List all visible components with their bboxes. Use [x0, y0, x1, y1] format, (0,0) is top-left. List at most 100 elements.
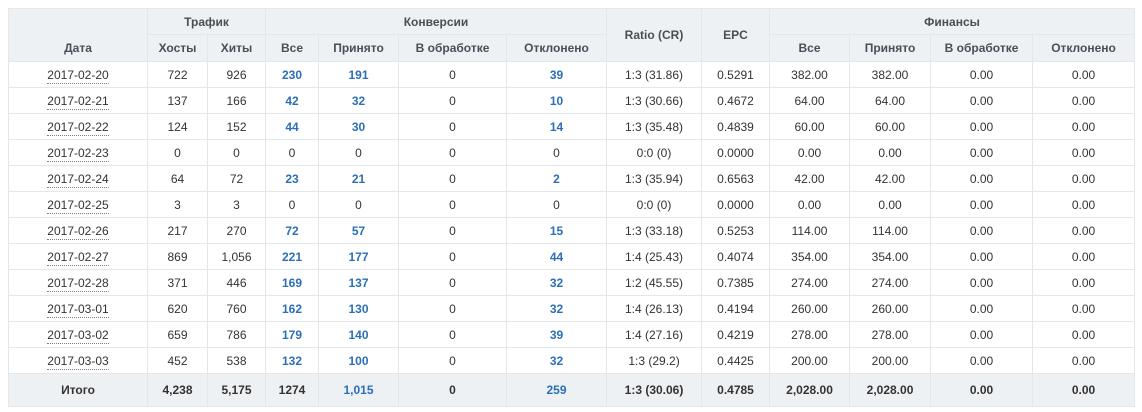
row-conv-accepted[interactable]: 21	[318, 165, 400, 192]
table-row: 2017-02-21 137 166 42 32 0 10 1:3 (30.66) 0.4672…	[8, 87, 1136, 114]
date-link[interactable]: 2017-03-01	[47, 301, 109, 318]
date-link[interactable]: 2017-03-03	[47, 353, 109, 370]
row-fin-all: 0.00	[769, 191, 851, 218]
table-footer: Итого 4,238 5,175 1274 1,015 0 259 1:3 (…	[8, 373, 1136, 407]
date-link[interactable]: 2017-02-25	[47, 197, 109, 214]
row-date: 2017-02-26	[8, 217, 148, 244]
row-date: 2017-02-27	[8, 243, 148, 270]
row-hits: 152	[206, 113, 267, 140]
row-ratio: 0:0 (0)	[606, 139, 703, 166]
date-link[interactable]: 2017-02-21	[47, 93, 109, 110]
row-conv-all[interactable]: 169	[265, 269, 320, 296]
row-conv-rejected[interactable]: 10	[506, 87, 608, 114]
row-conv-rejected[interactable]: 32	[506, 269, 608, 296]
row-fin-accepted: 60.00	[849, 113, 932, 140]
row-conv-processing: 0	[398, 165, 508, 192]
row-epc: 0.0000	[701, 191, 771, 218]
row-conv-all[interactable]: 221	[265, 243, 320, 270]
row-fin-accepted: 0.00	[849, 191, 932, 218]
row-ratio: 1:2 (45.55)	[606, 269, 703, 296]
row-conv-all[interactable]: 42	[265, 87, 320, 114]
row-conv-accepted[interactable]: 191	[318, 61, 400, 88]
table-row: 2017-02-26 217 270 72 57 0 15 1:3 (33.18) 0.5253…	[8, 217, 1136, 244]
table-row: 2017-03-01 620 760 162 130 0 32 1:4 (26.13) 0.41…	[8, 295, 1136, 322]
total-conv-accepted[interactable]: 1,015	[318, 373, 400, 407]
row-conv-all[interactable]: 230	[265, 61, 320, 88]
row-date: 2017-02-23	[8, 139, 148, 166]
header-ratio[interactable]: Ratio (CR)	[606, 8, 703, 62]
header-fin-all[interactable]: Все	[769, 34, 851, 62]
row-fin-all: 354.00	[769, 243, 851, 270]
row-conv-all[interactable]: 72	[265, 217, 320, 244]
row-conv-accepted[interactable]: 177	[318, 243, 400, 270]
row-conv-accepted[interactable]: 137	[318, 269, 400, 296]
row-fin-all: 64.00	[769, 87, 851, 114]
date-link[interactable]: 2017-02-28	[47, 275, 109, 292]
row-conv-accepted[interactable]: 57	[318, 217, 400, 244]
total-fin-all: 2,028.00	[769, 373, 851, 407]
total-label: Итого	[8, 373, 148, 407]
header-conv-all[interactable]: Все	[265, 34, 320, 62]
row-conv-rejected[interactable]: 32	[506, 347, 608, 374]
row-conv-accepted[interactable]: 100	[318, 347, 400, 374]
row-conv-all[interactable]: 162	[265, 295, 320, 322]
row-fin-accepted: 382.00	[849, 61, 932, 88]
header-hits[interactable]: Хиты	[206, 34, 267, 62]
header-conv-accepted[interactable]: Принято	[318, 34, 400, 62]
row-epc: 0.7385	[701, 269, 771, 296]
row-conv-accepted[interactable]: 130	[318, 295, 400, 322]
row-conv-all[interactable]: 132	[265, 347, 320, 374]
row-hits: 786	[206, 321, 267, 348]
total-fin-rejected: 0.00	[1032, 373, 1136, 407]
row-conv-all[interactable]: 179	[265, 321, 320, 348]
header-fin-processing[interactable]: В обработке	[930, 34, 1034, 62]
date-link[interactable]: 2017-02-26	[47, 223, 109, 240]
row-hits: 270	[206, 217, 267, 244]
header-fin-rejected[interactable]: Отклонено	[1032, 34, 1136, 62]
row-epc: 0.4219	[701, 321, 771, 348]
row-conv-rejected[interactable]: 39	[506, 321, 608, 348]
date-link[interactable]: 2017-02-23	[47, 145, 109, 162]
row-date: 2017-02-28	[8, 269, 148, 296]
date-link[interactable]: 2017-02-24	[47, 171, 109, 188]
row-fin-processing: 0.00	[930, 61, 1034, 88]
row-conv-rejected[interactable]: 14	[506, 113, 608, 140]
row-conv-rejected[interactable]: 44	[506, 243, 608, 270]
row-fin-accepted: 260.00	[849, 295, 932, 322]
header-conv-processing[interactable]: В обработке	[398, 34, 508, 62]
row-conv-all[interactable]: 23	[265, 165, 320, 192]
row-fin-accepted: 114.00	[849, 217, 932, 244]
header-conv-rejected[interactable]: Отклонено	[506, 34, 608, 62]
row-fin-all: 274.00	[769, 269, 851, 296]
date-link[interactable]: 2017-02-20	[47, 67, 109, 84]
row-hosts: 659	[147, 321, 208, 348]
row-conv-accepted[interactable]: 140	[318, 321, 400, 348]
header-fin-accepted[interactable]: Принято	[849, 34, 932, 62]
header-hosts[interactable]: Хосты	[147, 34, 208, 62]
row-conv-processing: 0	[398, 269, 508, 296]
row-conv-rejected[interactable]: 39	[506, 61, 608, 88]
row-fin-all: 382.00	[769, 61, 851, 88]
row-fin-processing: 0.00	[930, 295, 1034, 322]
date-link[interactable]: 2017-03-02	[47, 327, 109, 344]
row-ratio: 1:4 (26.13)	[606, 295, 703, 322]
row-hits: 0	[206, 139, 267, 166]
row-conv-rejected[interactable]: 32	[506, 295, 608, 322]
row-conv-rejected[interactable]: 15	[506, 217, 608, 244]
row-conv-accepted[interactable]: 30	[318, 113, 400, 140]
date-link[interactable]: 2017-02-22	[47, 119, 109, 136]
row-conv-rejected[interactable]: 2	[506, 165, 608, 192]
row-conv-processing: 0	[398, 243, 508, 270]
row-conv-accepted: 0	[318, 139, 400, 166]
table-row: 2017-02-27 869 1,056 221 177 0 44 1:4 (25.43) 0.…	[8, 243, 1136, 270]
row-ratio: 1:4 (27.16)	[606, 321, 703, 348]
header-epc[interactable]: EPC	[701, 8, 771, 62]
row-date: 2017-03-03	[8, 347, 148, 374]
header-date[interactable]: Дата	[8, 8, 148, 62]
row-epc: 0.0000	[701, 139, 771, 166]
row-conv-accepted[interactable]: 32	[318, 87, 400, 114]
total-row: Итого 4,238 5,175 1274 1,015 0 259 1:3 (…	[8, 373, 1136, 407]
total-conv-rejected[interactable]: 259	[506, 373, 608, 407]
date-link[interactable]: 2017-02-27	[47, 249, 109, 266]
row-conv-all[interactable]: 44	[265, 113, 320, 140]
